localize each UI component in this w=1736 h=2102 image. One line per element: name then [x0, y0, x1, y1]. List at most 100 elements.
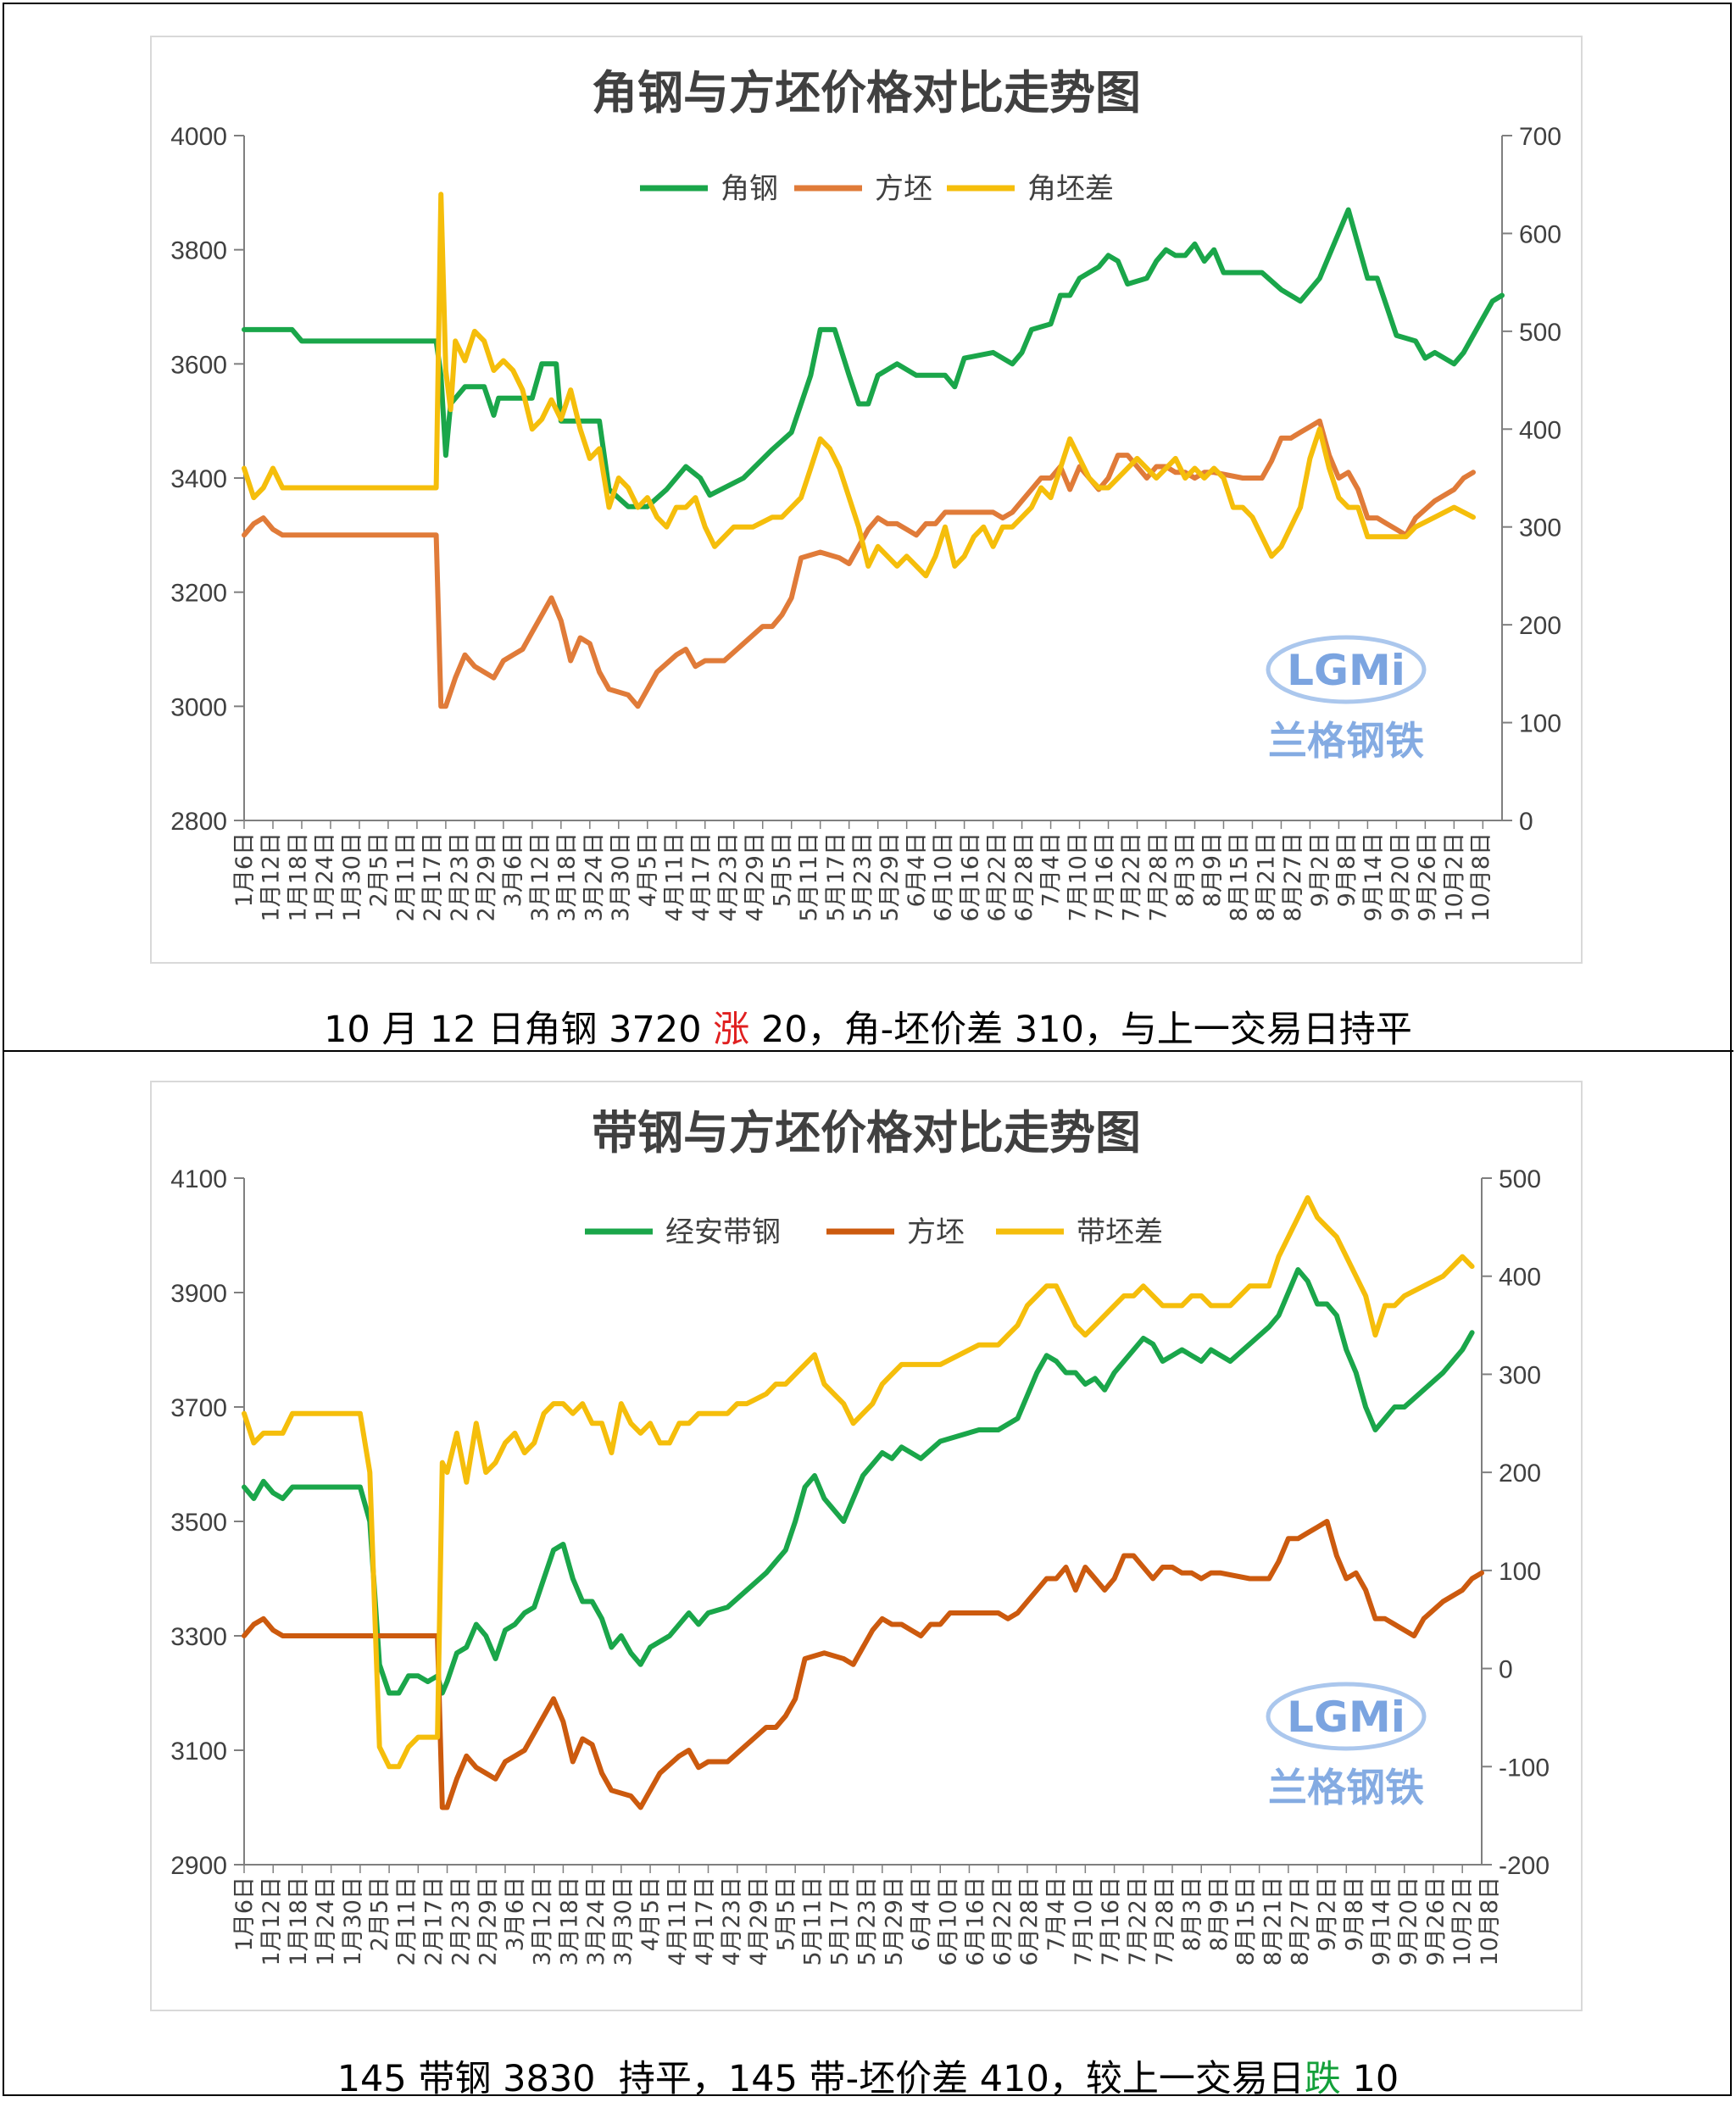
x-tick-label: 9月26日: [1422, 1877, 1449, 1966]
legend-label: 方坯: [875, 172, 932, 206]
x-tick-label: 5月29日: [876, 832, 903, 922]
y-tick-label-right: 0: [1519, 808, 1533, 836]
x-tick-label: 7月28日: [1152, 1877, 1178, 1966]
logo-text: LGMi: [1287, 1693, 1405, 1742]
x-tick-label: 3月18日: [556, 1877, 582, 1966]
fall-word: 跌: [1304, 2058, 1341, 2100]
x-tick-label: 2月5日: [366, 832, 392, 907]
caption-angle-steel: 10 月 12 日角钢 3720 涨 20，角-坯价差 310，与上一交易日持平: [0, 1000, 1736, 1053]
y-tick-label-left: 3200: [170, 580, 227, 608]
x-tick-label: 1月24日: [313, 1877, 339, 1966]
x-tick-label: 2月11日: [392, 832, 419, 922]
x-tick-label: 5月17日: [823, 832, 849, 922]
caption-strip-steel: 145 带钢 3830 持平，145 带-坯价差 410，较上一交易日跌 10: [0, 2049, 1736, 2102]
x-tick-label: 10月8日: [1477, 1877, 1503, 1966]
x-tick-label: 10月2日: [1441, 832, 1467, 922]
x-tick-label: 8月3日: [1179, 1877, 1205, 1951]
y-tick-label-left: 3600: [170, 351, 227, 379]
x-tick-label: 4月11日: [662, 832, 688, 922]
lgmi-logo: LGMi 兰格钢铁: [1266, 635, 1427, 764]
x-tick-label: 4月5日: [635, 832, 661, 907]
y-tick-label-right: 700: [1519, 123, 1561, 151]
x-tick-label: 6月16日: [962, 1877, 988, 1966]
x-tick-label: 3月12日: [527, 832, 554, 922]
lgmi-logo: LGMi 兰格钢铁: [1266, 1682, 1427, 1810]
y-tick-label-right: -200: [1499, 1852, 1550, 1880]
x-tick-label: 5月5日: [769, 832, 795, 907]
legend-label: 方坯: [907, 1215, 965, 1249]
x-tick-label: 7月4日: [1038, 832, 1065, 907]
y-tick-label-left: 4000: [170, 123, 227, 151]
series-line-1: [242, 1267, 1475, 1696]
logo-name: 兰格钢铁: [1268, 1765, 1424, 1810]
series-line-3: [242, 192, 1476, 579]
x-tick-label: 9月8日: [1341, 1877, 1367, 1951]
x-tick-label: 4月11日: [665, 1877, 691, 1966]
y-tick-label-left: 4100: [170, 1165, 227, 1193]
x-tick-label: 5月29日: [882, 1877, 908, 1966]
x-tick-label: 5月11日: [800, 1877, 826, 1966]
x-tick-label: 4月17日: [692, 1877, 718, 1966]
legend-label: 角钢: [721, 172, 778, 206]
y-tick-label-right: 200: [1519, 612, 1561, 640]
y-tick-label-left: 3100: [170, 1738, 227, 1766]
y-tick-label-right: 100: [1499, 1558, 1541, 1586]
x-tick-label: 7月22日: [1125, 1877, 1151, 1966]
logo-name: 兰格钢铁: [1268, 718, 1424, 764]
y-tick-label-right: 400: [1499, 1264, 1541, 1292]
x-tick-label: 1月18日: [285, 832, 311, 922]
x-tick-label: 5月17日: [827, 1877, 854, 1966]
x-tick-label: 5月11日: [796, 832, 822, 922]
x-tick-label: 3月24日: [581, 832, 607, 922]
x-tick-label: 7月28日: [1145, 832, 1171, 922]
x-tick-label: 7月4日: [1043, 1877, 1070, 1951]
x-tick-label: 6月22日: [989, 1877, 1015, 1966]
y-tick-label-right: 100: [1519, 710, 1561, 738]
x-tick-label: 8月3日: [1172, 832, 1199, 907]
series-line-2: [242, 1519, 1484, 1810]
x-tick-label: 6月4日: [904, 832, 930, 907]
rise-word: 涨: [713, 1009, 750, 1051]
y-tick-label-left: 3400: [170, 465, 227, 493]
x-tick-label: 8月9日: [1206, 1877, 1232, 1951]
x-tick-label: 4月29日: [743, 832, 769, 922]
x-tick-label: 3月6日: [500, 832, 526, 907]
x-tick-label: 7月22日: [1119, 832, 1145, 922]
x-tick-label: 6月22日: [984, 832, 1010, 922]
x-tick-label: 5月23日: [854, 1877, 881, 1966]
x-tick-label: 2月23日: [448, 1877, 475, 1966]
y-tick-label-left: 3500: [170, 1509, 227, 1537]
x-tick-label: 2月23日: [447, 832, 473, 922]
x-tick-label: 9月2日: [1315, 1877, 1341, 1951]
x-tick-label: 7月10日: [1065, 832, 1091, 922]
x-tick-label: 6月10日: [935, 1877, 961, 1966]
y-tick-label-left: 3800: [170, 237, 227, 265]
caption-text: 10 月 12 日角钢 3720: [324, 1009, 714, 1051]
x-tick-label: 2月29日: [473, 832, 499, 922]
legend-label: 经安带钢: [665, 1215, 781, 1249]
x-tick-label: 1月18日: [286, 1877, 312, 1966]
y-tick-label-right: 300: [1499, 1361, 1541, 1389]
x-tick-label: 1月30日: [339, 832, 365, 922]
y-tick-label-right: 400: [1519, 416, 1561, 444]
x-tick-label: 6月10日: [931, 832, 957, 922]
x-tick-label: 8月15日: [1227, 832, 1253, 922]
x-tick-label: 4月23日: [715, 832, 742, 922]
x-tick-label: 1月12日: [259, 832, 285, 922]
x-tick-label: 8月21日: [1260, 1877, 1287, 1966]
x-tick-label: 1月30日: [340, 1877, 366, 1966]
x-tick-label: 3月24日: [583, 1877, 609, 1966]
x-tick-label: 7月10日: [1071, 1877, 1097, 1966]
x-tick-label: 10月8日: [1468, 832, 1494, 922]
x-tick-label: 9月14日: [1360, 832, 1387, 922]
x-tick-label: 7月16日: [1098, 1877, 1124, 1966]
x-tick-label: 3月12日: [529, 1877, 555, 1966]
y-tick-label-right: 0: [1499, 1656, 1513, 1684]
x-tick-label: 1月24日: [312, 832, 338, 922]
x-tick-label: 6月16日: [957, 832, 983, 922]
x-tick-label: 3月18日: [554, 832, 581, 922]
x-tick-label: 4月29日: [746, 1877, 772, 1966]
x-tick-label: 2月5日: [367, 1877, 393, 1951]
x-tick-label: 8月21日: [1253, 832, 1279, 922]
x-tick-label: 5月5日: [773, 1877, 799, 1951]
